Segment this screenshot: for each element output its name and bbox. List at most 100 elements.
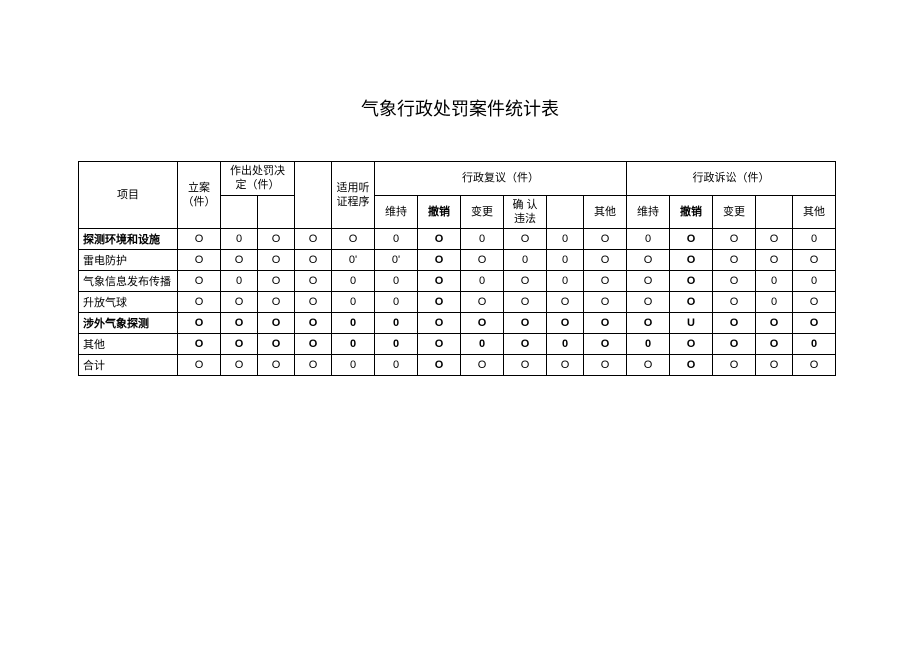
cell: O [258, 271, 295, 292]
cell: 0 [332, 271, 375, 292]
row-label: 升放气球 [79, 292, 178, 313]
cell: O [295, 229, 332, 250]
hdr-lit-change: 变更 [713, 195, 756, 229]
hdr-lit-blank [756, 195, 793, 229]
cell: O [670, 334, 713, 355]
cell: O [793, 355, 836, 376]
cell: 0 [375, 334, 418, 355]
cell: O [793, 250, 836, 271]
cell: 0 [793, 271, 836, 292]
table-row: 升放气球OOOO00OOOOOOOO0O [79, 292, 836, 313]
hdr-dec-sub2 [258, 195, 295, 229]
cell: 0 [547, 229, 584, 250]
cell: O [504, 355, 547, 376]
cell: O [793, 313, 836, 334]
cell: O [221, 313, 258, 334]
hdr-lit-maintain: 维持 [627, 195, 670, 229]
cell: O [178, 292, 221, 313]
cell: O [584, 334, 627, 355]
hdr-hearing: 适用听证程序 [332, 162, 375, 229]
hdr-review-group: 行政复议（件） [375, 162, 627, 196]
cell: O [547, 355, 584, 376]
cell: O [713, 229, 756, 250]
cell: 0 [221, 229, 258, 250]
cell: O [295, 292, 332, 313]
hdr-lit-revoke: 撤销 [670, 195, 713, 229]
table-row: 气象信息发布传播O0OO00O0O0OOOO00 [79, 271, 836, 292]
cell: O [178, 313, 221, 334]
hdr-filing: 立案（件） [178, 162, 221, 229]
header-row-1: 项目 立案（件） 作出处罚决定（件） 适用听证程序 行政复议（件） 行政诉讼（件… [79, 162, 836, 196]
cell: O [418, 313, 461, 334]
cell: 0 [461, 229, 504, 250]
cell: O [418, 292, 461, 313]
hdr-review-revoke: 撤销 [418, 195, 461, 229]
cell: O [627, 313, 670, 334]
table-container: 项目 立案（件） 作出处罚决定（件） 适用听证程序 行政复议（件） 行政诉讼（件… [0, 161, 920, 376]
cell: O [295, 355, 332, 376]
row-label: 合计 [79, 355, 178, 376]
row-label: 其他 [79, 334, 178, 355]
cell: O [756, 313, 793, 334]
cell: O [461, 292, 504, 313]
hdr-project: 项目 [79, 162, 178, 229]
cell: O [504, 229, 547, 250]
cell: O [670, 229, 713, 250]
cell: O [627, 250, 670, 271]
row-label: 涉外气象探测 [79, 313, 178, 334]
cell: O [713, 313, 756, 334]
cell: O [627, 271, 670, 292]
cell: O [504, 334, 547, 355]
hdr-dec-sub1 [221, 195, 258, 229]
cell: O [504, 271, 547, 292]
cell: O [713, 355, 756, 376]
cell: 0 [332, 313, 375, 334]
hdr-lit-other: 其他 [793, 195, 836, 229]
cell: O [461, 313, 504, 334]
cell: O [713, 250, 756, 271]
cell: 0 [375, 313, 418, 334]
cell: O [418, 250, 461, 271]
cell: O [418, 229, 461, 250]
cell: O [670, 271, 713, 292]
cell: O [584, 271, 627, 292]
cell: O [504, 292, 547, 313]
page-title: 气象行政处罚案件统计表 [0, 0, 920, 161]
hdr-decision-group: 作出处罚决定（件） [221, 162, 295, 196]
cell: O [178, 250, 221, 271]
cell: O [178, 271, 221, 292]
cell: O [713, 271, 756, 292]
cell: O [258, 229, 295, 250]
cell: 0 [332, 355, 375, 376]
cell: O [295, 313, 332, 334]
hdr-litigation-group: 行政诉讼（件） [627, 162, 836, 196]
cell: O [418, 271, 461, 292]
cell: 0 [375, 355, 418, 376]
cell: O [178, 229, 221, 250]
cell: 0 [375, 229, 418, 250]
cell: 0 [547, 334, 584, 355]
cell: O [547, 313, 584, 334]
table-row: 其他OOOO00O0O0O0OOO0 [79, 334, 836, 355]
cell: 0 [375, 271, 418, 292]
hdr-review-change: 变更 [461, 195, 504, 229]
cell: O [418, 355, 461, 376]
cell: 0 [756, 292, 793, 313]
cell: 0 [461, 334, 504, 355]
cell: O [295, 334, 332, 355]
cell: O [258, 313, 295, 334]
cell: O [461, 355, 504, 376]
cell: 0 [504, 250, 547, 271]
cell: O [670, 292, 713, 313]
cell: 0 [547, 250, 584, 271]
cell: O [756, 229, 793, 250]
cell: 0 [756, 271, 793, 292]
row-label: 探测环境和设施 [79, 229, 178, 250]
hdr-review-other: 其他 [584, 195, 627, 229]
cell: O [258, 355, 295, 376]
cell: O [584, 229, 627, 250]
cell: O [547, 292, 584, 313]
cell: O [258, 334, 295, 355]
cell: O [295, 250, 332, 271]
cell: O [221, 334, 258, 355]
